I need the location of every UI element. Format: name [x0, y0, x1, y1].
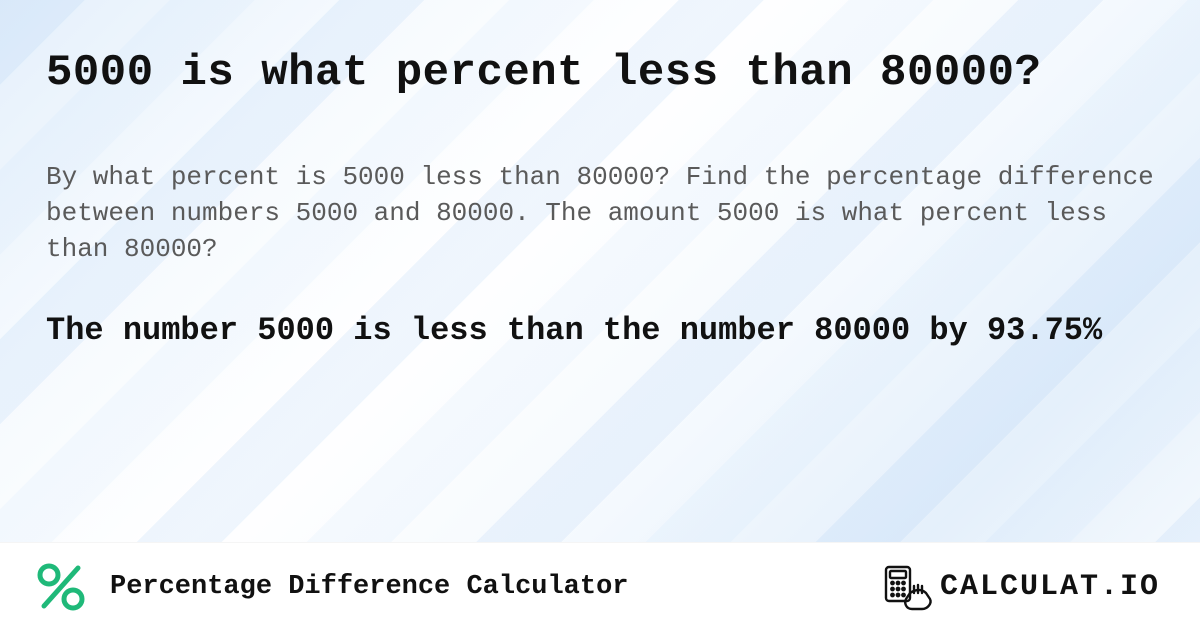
description-text: By what percent is 5000 less than 80000?…: [46, 160, 1154, 268]
calculator-hand-icon: [880, 563, 936, 611]
footer-right-group: CALCULAT.IO: [880, 563, 1160, 611]
footer-bar: Percentage Difference Calculator: [0, 542, 1200, 630]
content-area: 5000 is what percent less than 80000? By…: [0, 0, 1200, 630]
footer-label: Percentage Difference Calculator: [110, 572, 628, 602]
page-title: 5000 is what percent less than 80000?: [46, 48, 1154, 98]
percent-icon: [34, 560, 88, 614]
brand-name: CALCULAT.IO: [940, 570, 1160, 604]
footer-left-group: Percentage Difference Calculator: [34, 560, 628, 614]
answer-text: The number 5000 is less than the number …: [46, 308, 1154, 353]
